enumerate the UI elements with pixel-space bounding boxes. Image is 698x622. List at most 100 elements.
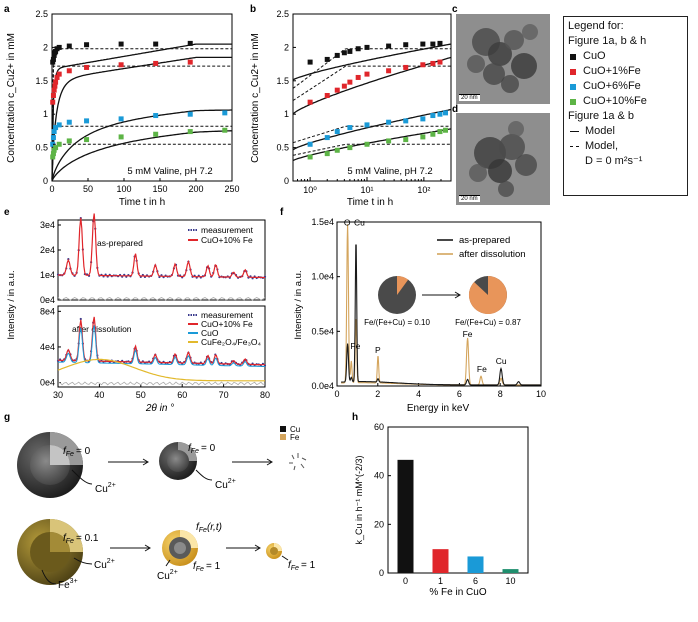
dissolved-sparkle-icon	[289, 453, 307, 471]
chart-f-frame	[336, 221, 542, 387]
chart-a-point-CuO+10%Fe	[51, 147, 57, 153]
chart-h-ytick-label: 60	[374, 422, 384, 432]
panel-label-e: e	[4, 207, 10, 218]
sphere-cuo-medium	[159, 442, 197, 480]
chart-e-bottom-measurement-point	[79, 317, 82, 321]
chart-a-point-CuO	[56, 44, 62, 50]
chart-f-ytick-label: 1.5e4	[311, 217, 334, 227]
chart-h-frame	[387, 426, 529, 574]
chart-b-point-CuO+10%Fe	[403, 137, 409, 143]
chart-e-top-ytick-label: 3e4	[40, 220, 55, 230]
chart-b-point-CuO+6%Fe	[437, 111, 443, 117]
chart-e-bottom-residual	[57, 381, 266, 386]
chart-a-point-CuO	[51, 52, 57, 58]
chart-h-bar-10	[502, 569, 519, 573]
chart-f-xtick-label: 10	[536, 389, 546, 399]
chart-f-peak-label: Fe	[477, 364, 487, 374]
sphere-cuofe-medium	[162, 530, 198, 566]
chart-a-point-CuO+1%Fe	[53, 79, 59, 85]
chart-f-peak-label: O	[344, 217, 351, 227]
chart-b-point-CuO	[355, 46, 361, 52]
chart-b-point-CuO+6%Fe	[324, 135, 330, 141]
chart-e-xtick-label: 60	[177, 390, 187, 400]
chart-a-model-CuO+6%Fe	[51, 109, 232, 182]
legend-item-model-d0: Model,	[568, 139, 683, 154]
chart-b-point-CuO	[420, 41, 426, 47]
chart-f-ylabel: Intensity / in a.u.	[293, 270, 304, 339]
top-f-label-1: fFe = 0	[63, 446, 91, 458]
chart-a-point-CuO+10%Fe	[53, 145, 59, 151]
chart-e-top-frame	[57, 219, 266, 301]
chart-f-ytick-label: 1.0e4	[311, 272, 334, 282]
chart-h-xtick-label: 6	[473, 576, 478, 586]
chart-a-point-CuO+1%Fe	[50, 99, 56, 105]
chart-a-ytick-label: 0	[43, 176, 48, 186]
chart-b-point-CuO+6%Fe	[420, 116, 426, 122]
chart-f-legend-label: as-prepared	[459, 235, 510, 246]
chart-a-model-CuO	[51, 43, 232, 180]
chart-a-point-CuO+10%Fe	[50, 151, 56, 157]
chart-a-point-CuO+1%Fe	[118, 62, 124, 68]
schematic-legend-cu-swatch	[280, 426, 286, 432]
sphere-fe-small	[266, 543, 282, 559]
legend-item-cuo-10fe: CuO+10%Fe	[568, 94, 683, 109]
chart-b-point-CuO+6%Fe	[386, 119, 392, 125]
chart-b-point-CuO+6%Fe	[442, 110, 448, 116]
chart-b-point-CuO	[334, 52, 340, 58]
chart-b-point-CuO+10%Fe	[324, 151, 330, 157]
chart-h-xtick-label: 0	[403, 576, 408, 586]
chart-b-ylabel: Concentration c_Cu2+ in mM	[250, 33, 261, 163]
legend-item-model: Model	[568, 124, 683, 139]
chart-b-point-CuO+10%Fe	[347, 145, 353, 151]
chart-a-point-CuO+10%Fe	[153, 131, 159, 137]
chart-e-top-legend-label: measurement	[201, 225, 254, 235]
chart-a-ytick-label: 1.5	[35, 76, 48, 86]
chart-h-ytick-label: 40	[374, 471, 384, 481]
chart-a-ylabel: Concentration c_Cu2+ in mM	[6, 33, 17, 163]
chart-b-point-CuO+1%Fe	[324, 92, 330, 98]
legend-item-model-d0-value: D = 0 m²s⁻¹	[585, 155, 643, 167]
bottom-arrow-cu-2	[165, 559, 171, 567]
panel-label-h: h	[352, 412, 358, 423]
chart-b-point-CuO+6%Fe	[334, 129, 340, 135]
chart-b-xtick-label: 10⁰	[303, 185, 317, 195]
top-cu-ion-1: Cu2+	[95, 482, 116, 495]
chart-b-point-CuO+6%Fe	[364, 122, 370, 128]
tem-image-c: 20 nm	[456, 14, 550, 104]
chart-a-xtick-label: 50	[83, 184, 93, 194]
chart-b-ytick-label: 2.5	[276, 9, 289, 19]
chart-b-model-CuO	[292, 43, 452, 81]
chart-a-point-CuO+1%Fe	[153, 60, 159, 66]
chart-h-xtick-label: 1	[438, 576, 443, 586]
chart-a-point-CuO	[118, 41, 124, 47]
chart-f-pie-0-fe	[397, 275, 409, 295]
legend-item-cuo: CuO	[568, 49, 683, 64]
chart-b-point-CuO+6%Fe	[403, 118, 409, 124]
chart-b-point-CuO	[307, 59, 313, 65]
chart-e-bottom-ytick-label: 4e4	[40, 342, 55, 352]
chart-b-frame	[292, 13, 452, 182]
chart-b-point-CuO+1%Fe	[403, 64, 409, 70]
chart-f-xtick-label: 2	[375, 389, 380, 399]
chart-h-bar-1	[432, 549, 449, 573]
chart-h-ylabel: k_Cu in h⁻¹ mM^(-2/3)	[354, 456, 364, 545]
chart-a: 5 mM Valine, pH 7.2 Time t in h Concentr…	[6, 9, 240, 208]
chart-e: as-prepared after dissolution Intensity …	[6, 213, 270, 414]
chart-a-model-CuO+1%Fe	[51, 56, 232, 181]
chart-e-xtick-label: 70	[219, 390, 229, 400]
chart-b-point-CuO	[347, 48, 353, 54]
chart-a-point-CuO+6%Fe	[51, 129, 57, 135]
chart-a-point-CuO	[50, 59, 56, 65]
schematic-legend-fe-swatch	[280, 434, 286, 440]
chart-e-xlabel: 2θ in °	[145, 403, 174, 414]
bottom-arrow-fe	[41, 569, 57, 585]
tem-c-scale-bar: 20 nm	[459, 94, 480, 101]
chart-a-annotation: 5 mM Valine, pH 7.2	[127, 166, 212, 177]
panel-label-g: g	[4, 412, 10, 423]
tem-image-d-texture	[469, 121, 537, 197]
chart-h-bar-0	[397, 459, 414, 573]
chart-h-ytick-label: 0	[379, 568, 384, 578]
chart-a-xtick-label: 200	[188, 184, 203, 194]
chart-a-point-CuO+10%Fe	[118, 134, 124, 140]
chart-a-point-CuO+10%Fe	[50, 154, 56, 160]
